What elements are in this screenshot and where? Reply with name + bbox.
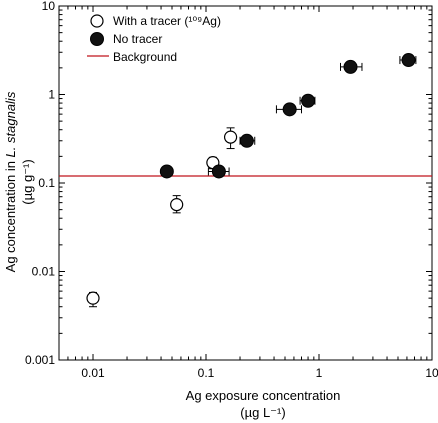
- data-points: [86, 53, 417, 308]
- x-axis-title-line1: Ag exposure concentration: [186, 388, 341, 403]
- legend-label-tracer: With a tracer (¹⁰⁹Ag): [113, 14, 221, 28]
- data-point-with-tracer: [170, 198, 184, 212]
- data-point-no-tracer: [159, 164, 174, 179]
- data-point-no-tracer: [211, 164, 226, 179]
- data-point-no-tracer: [401, 53, 416, 68]
- legend-filled-circle-marker: [90, 32, 104, 46]
- y-tick-label: 1: [48, 88, 55, 102]
- y-tick-label: 0.1: [38, 176, 55, 190]
- x-axis-title-line2: (µg L⁻¹): [240, 405, 285, 420]
- legend-open-circle-marker: [90, 14, 104, 28]
- x-tick-label: 10: [425, 366, 438, 380]
- y-tick-label: 0.01: [32, 265, 56, 279]
- data-point-no-tracer: [239, 133, 254, 148]
- y-axis-title-prefix: Ag concentration in: [3, 157, 18, 272]
- x-tick-label: 0.1: [198, 366, 215, 380]
- y-tick-label: 0.001: [25, 353, 55, 367]
- data-point-no-tracer: [343, 59, 358, 74]
- y-axis-title-italic: L. stagnalis: [3, 91, 18, 157]
- y-axis-title-line2: (µg g⁻¹): [20, 159, 35, 204]
- data-point-no-tracer: [301, 93, 316, 108]
- ticks: 0.01 0.1 1 10 0.001 0.01 0.1 1 10: [25, 0, 438, 380]
- x-tick-label: 1: [316, 366, 323, 380]
- y-tick-label: 10: [42, 0, 56, 13]
- y-axis-title-line1: Ag concentration in L. stagnalis: [3, 91, 18, 272]
- legend: With a tracer (¹⁰⁹Ag) No tracer Backgrou…: [87, 14, 221, 64]
- x-tick-label: 0.01: [81, 366, 105, 380]
- legend-label-background: Background: [113, 50, 177, 64]
- data-point-with-tracer: [223, 130, 238, 144]
- data-point-with-tracer: [86, 291, 100, 305]
- legend-label-no-tracer: No tracer: [113, 32, 162, 46]
- data-point-no-tracer: [282, 102, 297, 117]
